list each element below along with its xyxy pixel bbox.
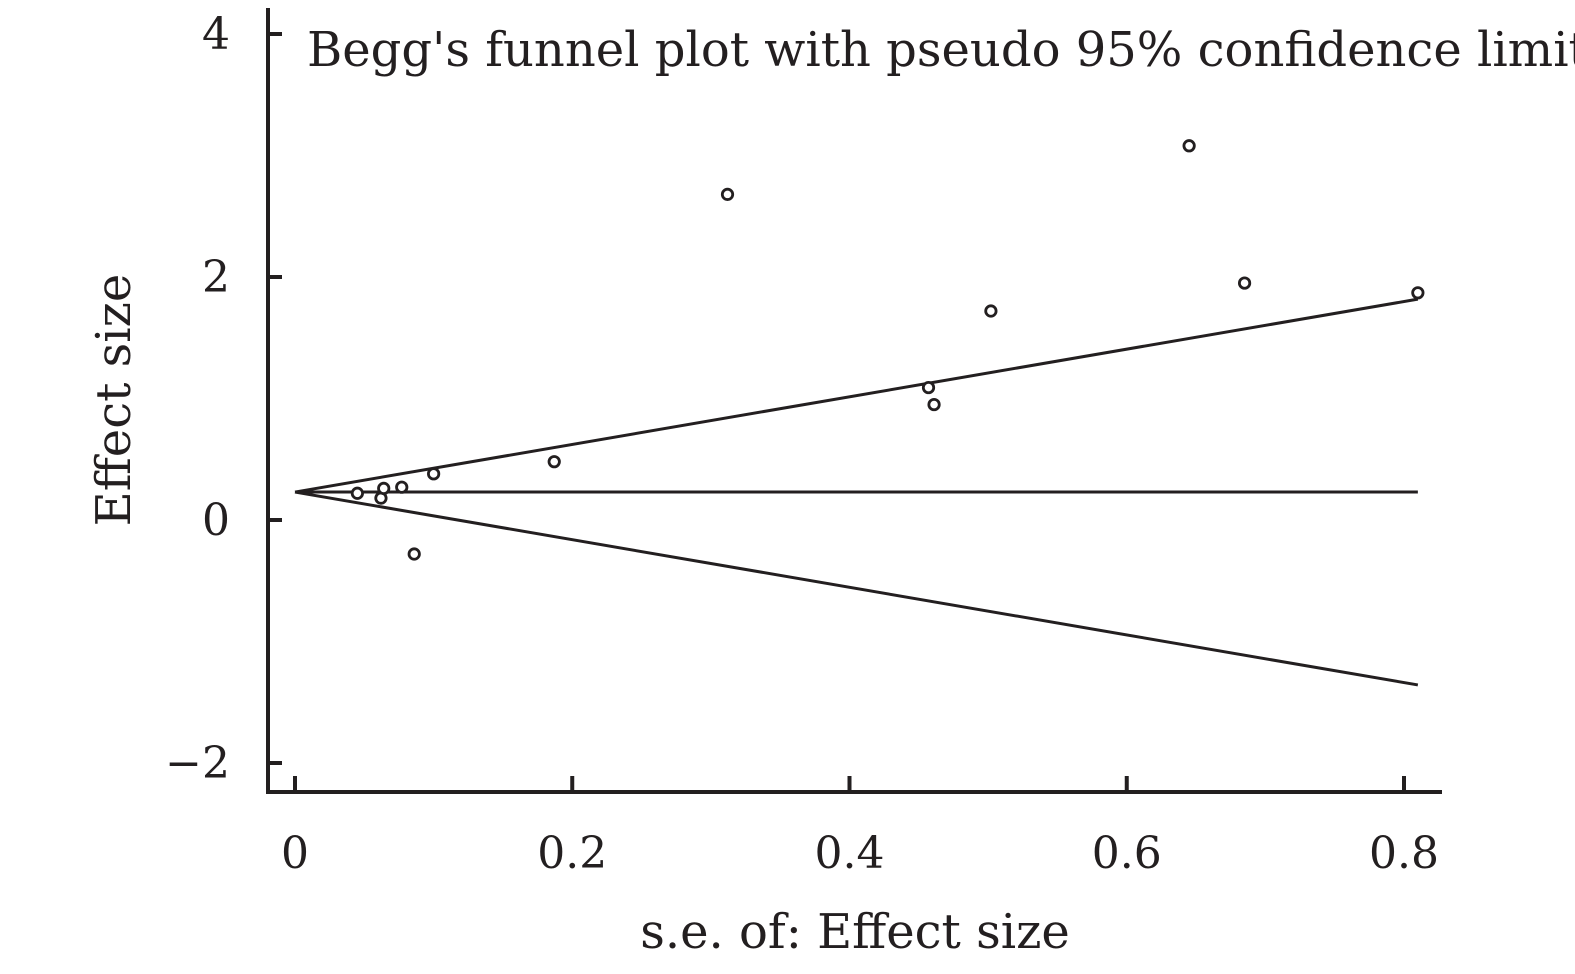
- axes: [266, 8, 1442, 794]
- x-tick-label: 0: [281, 828, 309, 879]
- data-point: [547, 455, 561, 469]
- data-point: [921, 380, 936, 395]
- data-point: [720, 187, 735, 201]
- data-point: [1411, 286, 1425, 300]
- x-tick-label: 0.8: [1369, 828, 1439, 879]
- data-point: [1237, 276, 1252, 290]
- lower-confidence-limit-line: [294, 490, 1419, 687]
- data-point: [927, 397, 941, 412]
- data-point: [395, 480, 409, 494]
- data-point: [407, 547, 421, 561]
- y-tick-label: −2: [165, 738, 230, 789]
- x-tick-label: 0.2: [537, 828, 607, 879]
- y-tick-label: 4: [202, 9, 230, 60]
- y-ticks: −2 0 2 4: [165, 9, 282, 789]
- data-point: [350, 486, 364, 500]
- data-point: [377, 481, 391, 496]
- plot-title: Begg's funnel plot with pseudo 95% confi…: [307, 22, 1575, 78]
- y-tick-label: 2: [202, 252, 230, 303]
- upper-confidence-limit-line: [294, 297, 1419, 494]
- x-ticks: 0 0.2 0.4 0.6 0.8: [281, 776, 1439, 879]
- x-tick-label: 0.6: [1092, 828, 1162, 879]
- data-point: [1182, 139, 1196, 153]
- data-point: [427, 467, 441, 481]
- reference-lines: [294, 297, 1419, 687]
- data-point: [984, 304, 998, 318]
- y-axis-title: Effect size: [86, 274, 142, 527]
- x-axis-title: s.e. of: Effect size: [640, 904, 1070, 960]
- y-tick-label: 0: [202, 495, 230, 546]
- x-tick-label: 0.4: [815, 828, 885, 879]
- data-points: [350, 139, 1425, 561]
